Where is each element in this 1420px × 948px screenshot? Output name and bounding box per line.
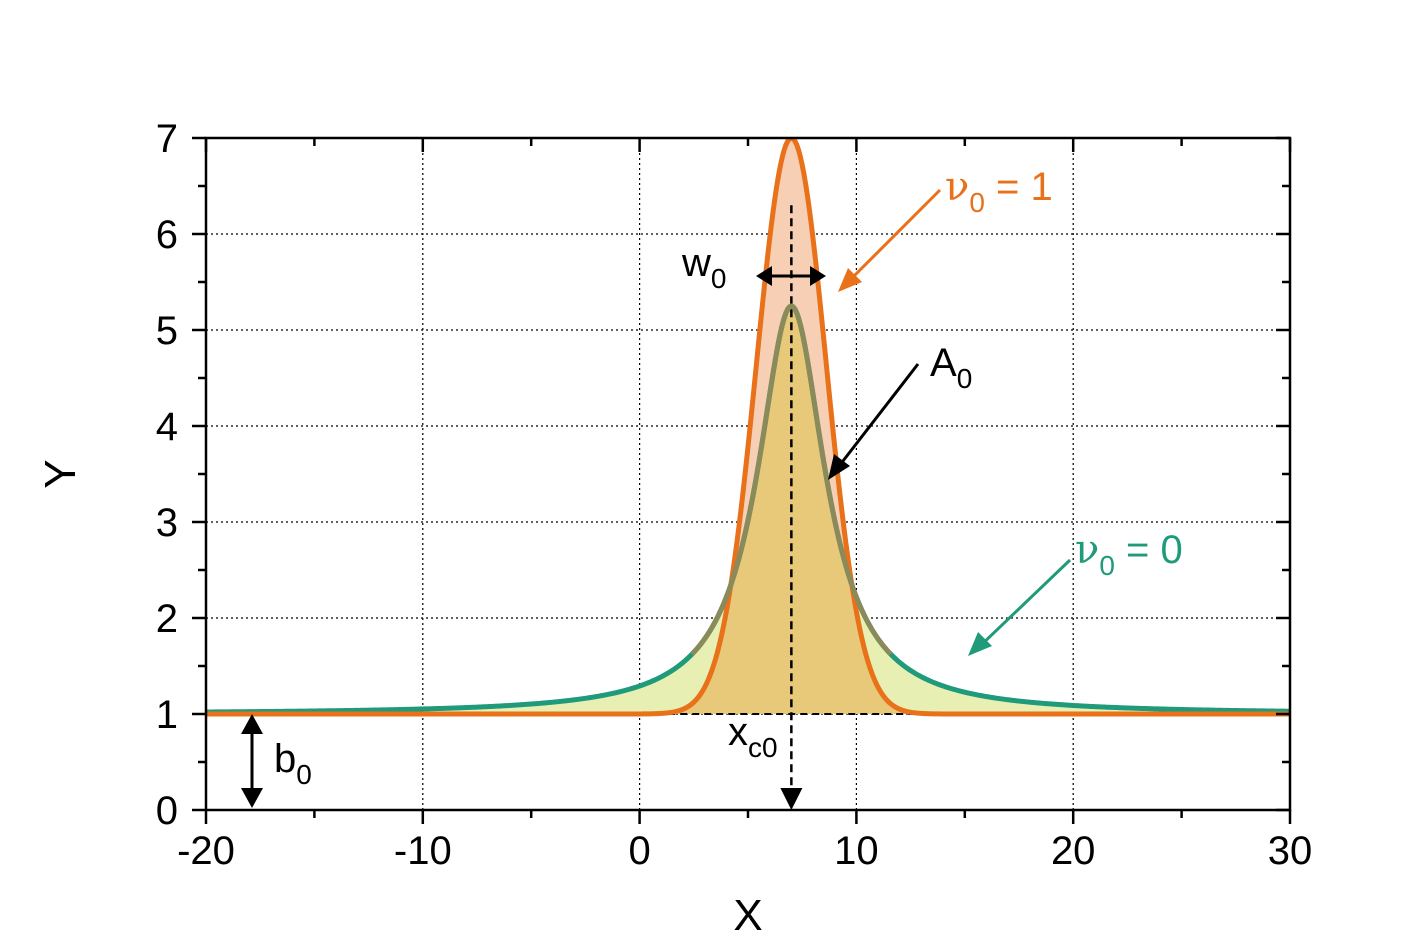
curve-nu1: [206, 138, 1290, 717]
y-tick-label-2: 2: [156, 597, 178, 641]
label-a0: A0: [930, 341, 972, 394]
arrow-w0-right-head: [810, 266, 826, 286]
x-tick-label-3: 10: [834, 829, 879, 873]
label-nu0: ν0 = 0: [1075, 527, 1183, 581]
y-tick-label-5: 5: [156, 309, 178, 353]
x-tick-label-1: -10: [394, 829, 452, 873]
arrow-a0-head: [828, 454, 850, 480]
y-axis-title: Y: [36, 459, 85, 488]
fill-overlap: [206, 306, 1290, 714]
curve-fills: [206, 138, 1290, 714]
annotation-arrows: [241, 188, 1072, 808]
arrow-b0-bottom-head: [241, 788, 263, 808]
y-tick-label-4: 4: [156, 405, 178, 449]
curves: [206, 138, 1290, 717]
label-nu1: ν0 = 1: [945, 164, 1053, 218]
y-tick-label-7: 7: [156, 117, 178, 161]
arrow-nu1-head: [838, 268, 862, 292]
label-b0: b0: [274, 737, 312, 790]
x-tick-label-2: 0: [628, 829, 650, 873]
x-tick-label-0: -20: [177, 829, 235, 873]
arrow-nu1: [844, 188, 942, 286]
tick-labels: -20 -10 0 10 20 30 0 1 2 3 4 5 6 7: [156, 117, 1313, 873]
arrow-b0-top-head: [241, 714, 263, 734]
xc0-arrow-head: [780, 788, 803, 810]
y-tick-label-1: 1: [156, 693, 178, 737]
y-tick-label-6: 6: [156, 213, 178, 257]
y-tick-label-3: 3: [156, 501, 178, 545]
x-tick-label-5: 30: [1268, 829, 1313, 873]
x-tick-label-4: 20: [1051, 829, 1096, 873]
label-w0: w0: [681, 241, 726, 294]
y-tick-label-0: 0: [156, 789, 178, 833]
ticks: [192, 136, 1292, 824]
arrow-nu0-head: [968, 632, 992, 656]
curve-nu0-inner: [690, 303, 893, 656]
label-xc0: xc0: [728, 710, 778, 763]
arrow-a0: [834, 363, 920, 471]
arrow-nu0: [976, 558, 1072, 650]
arrow-w0-left-head: [756, 266, 772, 286]
x-axis-title: X: [733, 891, 762, 940]
